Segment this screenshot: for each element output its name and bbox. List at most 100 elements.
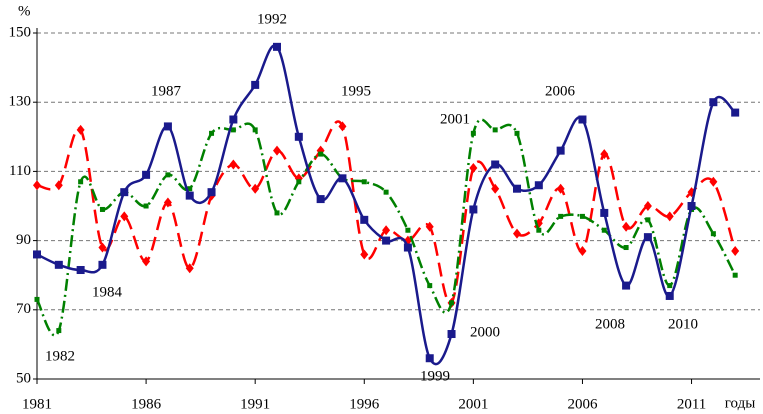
marker [163,122,172,131]
annotation: 2001 [440,111,470,127]
marker [34,296,40,302]
marker [601,227,607,233]
marker [383,189,389,195]
marker [54,180,63,191]
marker [709,98,718,107]
marker [449,300,455,306]
marker [187,186,193,192]
marker [709,176,718,187]
x-tick-label: 1986 [131,396,162,412]
marker [185,263,194,274]
annotation: 2008 [595,316,625,332]
marker [731,108,740,117]
marker [491,183,500,194]
marker [273,145,281,156]
marker [142,170,151,179]
marker [78,179,84,185]
marker [665,291,674,300]
x-axis-label: годы [725,395,756,411]
marker [338,121,347,132]
marker [273,42,281,51]
marker [361,179,367,185]
marker [33,180,41,191]
marker [665,211,674,222]
marker [360,215,369,224]
annotation: 1999 [420,368,450,384]
marker [470,130,476,136]
marker [731,245,740,256]
marker [556,146,565,155]
marker [274,210,280,216]
y-tick-label: 90 [16,232,31,248]
marker [578,115,587,124]
marker [492,127,498,133]
marker [513,184,521,193]
marker [316,195,325,204]
marker [382,236,391,245]
marker [99,206,105,212]
marker [360,249,369,260]
marker [120,211,129,222]
x-tick-label: 2006 [567,396,598,412]
marker [76,124,85,135]
annotation: 1987 [151,83,182,99]
x-tick-label: 2011 [677,396,706,412]
marker [98,260,107,269]
marker [98,242,107,253]
marker [469,162,478,173]
marker [491,160,500,169]
marker [600,208,609,217]
marker [163,197,172,208]
marker [76,266,85,275]
marker [143,203,149,209]
marker [425,221,434,232]
marker [513,228,521,239]
annotation: 1995 [341,83,371,99]
marker [230,127,236,133]
marker [207,188,216,197]
marker [338,174,347,183]
marker [578,245,587,256]
marker [403,243,412,252]
x-tick-label: 2001 [458,396,488,412]
marker [536,227,542,233]
marker [251,183,260,194]
marker [687,202,696,210]
marker [425,354,434,363]
annotation: 2010 [668,316,698,332]
marker [732,272,738,278]
marker [382,225,391,236]
marker [469,205,478,214]
marker [209,130,215,136]
marker [252,127,258,133]
x-tick-label: 1996 [349,396,380,412]
marker [405,227,411,233]
annotation: 1984 [92,284,123,300]
series-line [36,120,737,305]
marker [623,245,629,251]
marker [534,181,543,190]
marker [622,221,631,232]
marker [622,281,631,290]
marker [643,233,652,242]
marker [185,191,194,200]
marker [33,250,41,259]
marker [643,201,652,211]
marker [427,283,433,289]
annotation: 2000 [470,324,500,340]
y-tick-label: 110 [9,163,31,179]
marker [667,283,673,289]
x-tick-label: 1981 [22,396,52,412]
y-tick-label: 150 [9,24,32,40]
marker [710,231,716,237]
x-tick-label: 1991 [240,396,270,412]
marker [579,213,585,219]
marker [447,330,456,339]
marker [142,256,151,267]
marker [251,80,260,89]
marker [56,328,62,334]
marker [229,115,238,124]
marker [296,179,302,185]
annotation: 1992 [257,11,287,27]
